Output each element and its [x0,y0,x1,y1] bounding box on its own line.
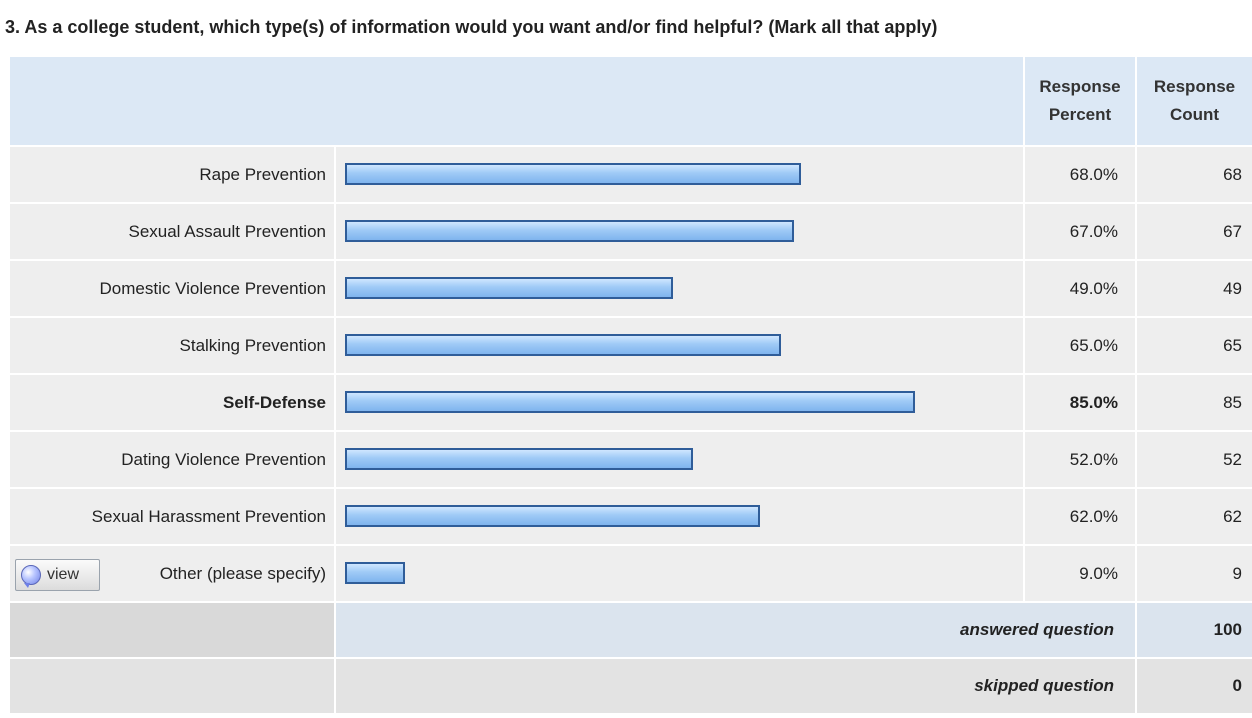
category-label: Stalking Prevention [10,318,336,375]
bar [345,562,405,584]
header-response-count: Response Count [1137,57,1252,147]
skipped-label: skipped question [336,659,1137,715]
skipped-spacer [10,659,336,715]
percent-value: 65.0% [1025,318,1137,375]
bar-cell [336,546,1025,603]
table-header: Response Percent Response Count [10,57,1252,147]
table-row: Stalking Prevention 65.0% 65 [10,318,1252,375]
bar-cell [336,318,1025,375]
table-row: Dating Violence Prevention 52.0% 52 [10,432,1252,489]
header-percent-line2: Percent [1048,105,1112,124]
count-value: 62 [1137,489,1252,546]
header-spacer [10,57,1025,147]
category-label-text: Other (please specify) [159,563,326,583]
percent-value: 62.0% [1025,489,1137,546]
percent-value: 9.0% [1025,546,1137,603]
percent-value: 67.0% [1025,204,1137,261]
skipped-row: skipped question 0 [10,659,1252,715]
answered-value: 100 [1137,603,1252,659]
count-value: 52 [1137,432,1252,489]
category-label: Self-Defense [10,375,336,432]
percent-value: 68.0% [1025,147,1137,204]
bar [345,334,781,356]
count-value: 49 [1137,261,1252,318]
question-title: 3. As a college student, which type(s) o… [5,16,938,37]
category-label: Rape Prevention [10,147,336,204]
bar [345,277,673,299]
percent-value: 85.0% [1025,375,1137,432]
bar-cell [336,489,1025,546]
category-label: Dating Violence Prevention [10,432,336,489]
percent-value: 49.0% [1025,261,1137,318]
table-row: Self-Defense 85.0% 85 [10,375,1252,432]
count-value: 85 [1137,375,1252,432]
category-label: Sexual Assault Prevention [10,204,336,261]
count-value: 68 [1137,147,1252,204]
bar-cell [336,375,1025,432]
table-row: Rape Prevention 68.0% 68 [10,147,1252,204]
bar [345,505,760,527]
category-label: Sexual Harassment Prevention [10,489,336,546]
category-label: view Other (please specify) [10,546,336,603]
table-row: Domestic Violence Prevention 49.0% 49 [10,261,1252,318]
bar-cell [336,147,1025,204]
skipped-value: 0 [1137,659,1252,715]
results-table: Response Percent Response Count Rape Preve… [10,57,1252,715]
count-value: 67 [1137,204,1252,261]
answered-row: answered question 100 [10,603,1252,659]
answered-label: answered question [336,603,1137,659]
header-count-line2: Count [1169,105,1220,124]
bar [345,448,693,470]
question-title-bar: 3. As a college student, which type(s) o… [0,0,1252,54]
table-row: Sexual Harassment Prevention 62.0% 62 [10,489,1252,546]
view-button-label: view [47,566,80,583]
category-label: Domestic Violence Prevention [10,261,336,318]
answered-spacer [10,603,336,659]
bar-cell [336,432,1025,489]
count-value: 9 [1137,546,1252,603]
header-response-percent: Response Percent [1025,57,1137,147]
data-rows: Rape Prevention 68.0% 68 Sexual Assault Pre… [10,147,1252,603]
table-row: view Other (please specify) 9.0% 9 [10,546,1252,603]
bar-cell [336,261,1025,318]
table-row: Sexual Assault Prevention 67.0% 67 [10,204,1252,261]
bar [345,220,794,242]
header-percent-line1: Response [1039,77,1121,96]
bar [345,391,915,413]
bar [345,163,801,185]
view-button[interactable]: view [15,559,100,591]
bar-cell [336,204,1025,261]
speech-bubble-icon [21,565,41,588]
header-count-line1: Response [1153,77,1236,96]
count-value: 65 [1137,318,1252,375]
percent-value: 52.0% [1025,432,1137,489]
